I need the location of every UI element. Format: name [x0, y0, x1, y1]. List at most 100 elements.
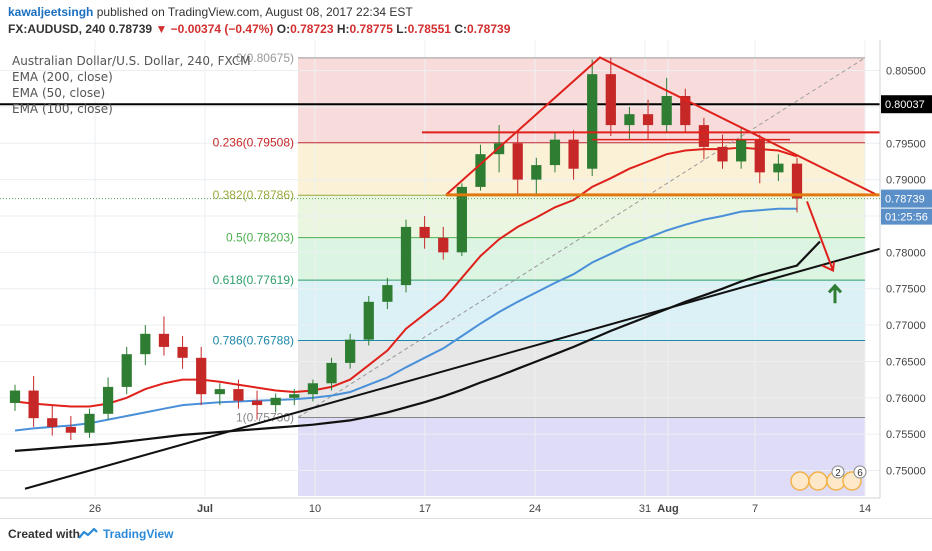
open-label: O: [276, 22, 291, 36]
fib-zone [298, 417, 865, 496]
candle-body [382, 285, 393, 302]
candle-body [233, 389, 244, 401]
symbol-label: FX:AUDUSD, 240 [8, 22, 106, 36]
candle-body [28, 390, 39, 419]
price-tick-label: 0.77500 [886, 284, 926, 296]
candle-body [251, 400, 263, 406]
candle-body [177, 346, 188, 358]
high-value: 0.78775 [349, 22, 393, 36]
close-value: 0.78739 [466, 22, 511, 36]
candle-body [456, 186, 467, 253]
candle-body [568, 139, 579, 169]
tradingview-logo-icon [78, 528, 98, 539]
time-tick-label: 24 [529, 503, 541, 515]
fib-level-label: 0.618(0.77619) [213, 273, 294, 287]
candle-body [289, 394, 300, 398]
price-tick-label: 0.77000 [886, 320, 926, 332]
fib-level-label: 0.382(0.78786) [213, 188, 294, 202]
countdown-label: 01:25:56 [885, 212, 928, 224]
triangle-pattern [445, 56, 878, 196]
fib-level-label: 0.5(0.78203) [226, 231, 294, 245]
candle-body [345, 339, 356, 363]
event-count-label: 2 [835, 468, 841, 479]
fib-level-label: 0.786(0.76788) [213, 334, 294, 348]
countdown-badge [881, 208, 932, 225]
fib-level-label: 0.236(0.79508) [213, 136, 294, 150]
price-tick-label: 0.75500 [886, 429, 926, 441]
candle-body [47, 418, 58, 427]
candle-body [754, 139, 765, 173]
resistance-badge-label: 0.80037 [885, 99, 925, 111]
candle-body [438, 237, 449, 253]
down-arrow-head [821, 261, 835, 273]
event-flag-icon[interactable] [790, 471, 810, 491]
price-change: −0.00374 (−0.47%) [170, 22, 274, 36]
candle-body [475, 154, 486, 187]
candle-body [661, 96, 672, 126]
up-arrow-icon [827, 283, 843, 304]
chart-frame[interactable]: 0(0.80675) 0.236(0.79508) 0.382(0.78786) 0.… [0, 40, 932, 518]
publish-line: kawaljeetsingh published on TradingView.… [8, 5, 413, 19]
candle-body [717, 146, 728, 162]
legend-ema50[interactable]: EMA (50, close) [12, 86, 106, 100]
price-axis[interactable] [880, 40, 932, 518]
candle-body [736, 139, 747, 162]
down-triangle-icon: ▼ [155, 22, 168, 36]
event-count-badge[interactable] [853, 465, 867, 479]
price-tick-label: 0.75000 [886, 466, 926, 478]
time-tick-label: 31 [639, 503, 651, 515]
time-tick-label: 26 [89, 503, 101, 515]
candle-body [158, 333, 170, 347]
candle-body [549, 139, 561, 166]
author-link[interactable]: kawaljeetsingh [8, 5, 94, 19]
time-tick-label: 10 [309, 503, 321, 515]
down-arrow-icon [806, 201, 834, 271]
time-axis[interactable] [0, 498, 932, 518]
time-tick-label: Aug [657, 503, 678, 515]
candle-body [587, 74, 598, 169]
fib-zone [298, 142, 865, 196]
fib-level-label: 1(0.75730) [236, 410, 294, 424]
time-tick-label: 14 [859, 503, 871, 515]
candle-body [121, 354, 132, 387]
legend-ema200[interactable]: EMA (200, close) [12, 70, 113, 84]
price-tick-label: 0.79000 [886, 175, 926, 187]
open-value: 0.78723 [290, 22, 334, 36]
price-tick-label: 0.79500 [886, 138, 926, 150]
ema50-line [14, 146, 798, 408]
candle-body [624, 114, 635, 126]
legend-instrument: Australian Dollar/U.S. Dollar, 240, FXCM [12, 54, 251, 68]
created-with-label: Created with [8, 527, 81, 541]
fib-level-label: 0(0.80675) [236, 51, 294, 65]
event-flag-icon[interactable] [808, 471, 828, 491]
candle-body [773, 163, 784, 173]
candle-body [270, 397, 281, 406]
time-tick-label: Jul [197, 503, 213, 515]
candle-body [307, 383, 319, 395]
current-price-badge [881, 189, 932, 208]
price-tick-label: 0.76500 [886, 356, 926, 368]
legend-ema100[interactable]: EMA (100, close) [12, 102, 113, 116]
current-price-label: 0.78739 [885, 194, 925, 206]
candle-body [605, 74, 616, 126]
candle-body [102, 386, 114, 414]
event-count-label: 6 [857, 468, 863, 479]
ema200-line [14, 240, 821, 452]
candle-body [698, 125, 710, 147]
chart[interactable]: 0(0.80675) 0.236(0.79508) 0.382(0.78786) 0.… [0, 40, 932, 518]
event-count-badge[interactable] [831, 465, 845, 479]
candle-body [642, 114, 654, 126]
candle-body [140, 333, 151, 355]
candle-body [791, 163, 803, 199]
chart-header: kawaljeetsingh published on TradingView.… [0, 0, 932, 40]
price-tick-label: 0.78000 [886, 247, 926, 259]
high-label: H: [336, 22, 350, 36]
footer: Created with TradingView [0, 518, 932, 551]
fib-zone [298, 237, 865, 281]
support-trendline [24, 247, 881, 490]
low-label: L: [396, 22, 408, 36]
published-text: published on TradingView.com, August 08,… [96, 5, 413, 19]
tradingview-brand-link[interactable]: TradingView [103, 527, 174, 541]
price-tick-label: 0.80500 [886, 66, 926, 78]
candle-body [531, 165, 542, 180]
